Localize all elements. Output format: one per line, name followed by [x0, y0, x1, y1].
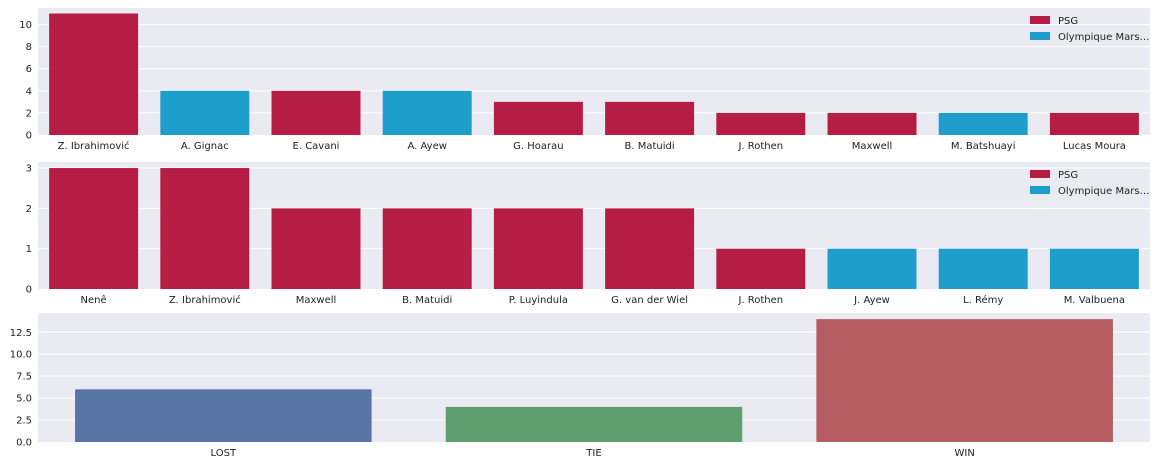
y-tick-label: 4	[26, 86, 32, 97]
bar	[160, 90, 250, 135]
x-tick-label: J. Rothen	[737, 295, 783, 306]
bar	[938, 112, 1028, 135]
bar	[716, 248, 806, 289]
bar	[49, 168, 139, 289]
y-tick-label: 2	[26, 108, 32, 119]
x-tick-label: J. Rothen	[737, 141, 783, 152]
y-tick-label: 10	[19, 20, 32, 31]
x-tick-label: Z. Ibrahimović	[169, 294, 241, 306]
bar	[382, 90, 472, 135]
x-tick-label: Z. Ibrahimović	[58, 140, 130, 152]
legend-label: Olympique Mars…	[1058, 32, 1150, 43]
x-tick-label: M. Batshuayi	[951, 141, 1016, 152]
y-tick-label: 2	[26, 204, 32, 215]
bar	[1049, 248, 1139, 289]
bar	[493, 208, 583, 289]
y-tick-label: 2.5	[16, 416, 32, 427]
bar	[827, 112, 917, 135]
y-tick-label: 12.5	[10, 328, 32, 339]
x-tick-label: Lucas Moura	[1063, 141, 1126, 152]
chart-panel-2: 0 1 2 3 Nenê Z. Ibrahimović Maxwell B. Matuidi P…	[26, 162, 1150, 306]
bar	[445, 406, 743, 442]
bar	[382, 208, 472, 289]
chart-panel-3: 0.0 2.5 5.0 7.5 10.0 12.5 LOST TIE WIN	[10, 313, 1150, 459]
legend-label: Olympique Mars…	[1058, 186, 1150, 197]
legend-label: PSG	[1058, 170, 1078, 181]
legend-label: PSG	[1058, 16, 1078, 27]
legend-swatch	[1030, 32, 1050, 40]
x-tick-label: G. Hoarau	[513, 141, 563, 152]
x-tick-label: A. Ayew	[407, 141, 446, 152]
y-tick-label: 8	[26, 42, 32, 53]
x-tick-label: M. Valbuena	[1064, 295, 1125, 306]
x-tick-label: B. Matuidi	[402, 295, 452, 306]
bar	[816, 319, 1113, 442]
y-tick-label: 0.0	[16, 438, 32, 449]
bar	[271, 90, 361, 135]
bar	[605, 101, 695, 135]
y-tick-label: 0	[26, 131, 32, 142]
x-tick-label: TIE	[585, 448, 601, 459]
x-tick-label: LOST	[211, 448, 237, 459]
bar	[938, 248, 1028, 289]
y-tick-label: 7.5	[16, 372, 32, 383]
x-tick-label: A. Gignac	[181, 141, 229, 152]
chart-panel-1: 0 2 4 6 8 10 Z. Ibrahimović A. Gignac E. Cavani A…	[19, 8, 1150, 152]
legend-swatch	[1030, 170, 1050, 178]
bar	[716, 112, 806, 135]
x-tick-label: WIN	[955, 448, 975, 459]
x-tick-label: J. Ayew	[853, 295, 890, 306]
y-tick-label: 3	[26, 164, 32, 175]
x-tick-label: Maxwell	[296, 295, 337, 306]
bar	[271, 208, 361, 289]
x-tick-label: Nenê	[81, 294, 107, 306]
x-tick-label: G. van der Wiel	[611, 295, 688, 306]
y-tick-label: 6	[26, 64, 32, 75]
bar	[75, 389, 372, 442]
bar	[493, 101, 583, 135]
x-tick-label: B. Matuidi	[625, 141, 675, 152]
legend-swatch	[1030, 186, 1050, 194]
bar	[827, 248, 917, 289]
y-tick-label: 10.0	[10, 350, 32, 361]
x-tick-label: P. Luyindula	[509, 295, 568, 306]
legend-swatch	[1030, 16, 1050, 24]
y-tick-label: 0	[26, 285, 32, 296]
x-tick-label: L. Rémy	[963, 294, 1003, 306]
bar	[160, 168, 250, 289]
y-tick-label: 5.0	[16, 394, 32, 405]
y-tick-label: 1	[26, 244, 32, 255]
bar	[49, 13, 139, 136]
x-tick-label: Maxwell	[852, 141, 893, 152]
bar	[1049, 112, 1139, 135]
x-tick-label: E. Cavani	[293, 141, 340, 152]
bar	[605, 208, 695, 289]
